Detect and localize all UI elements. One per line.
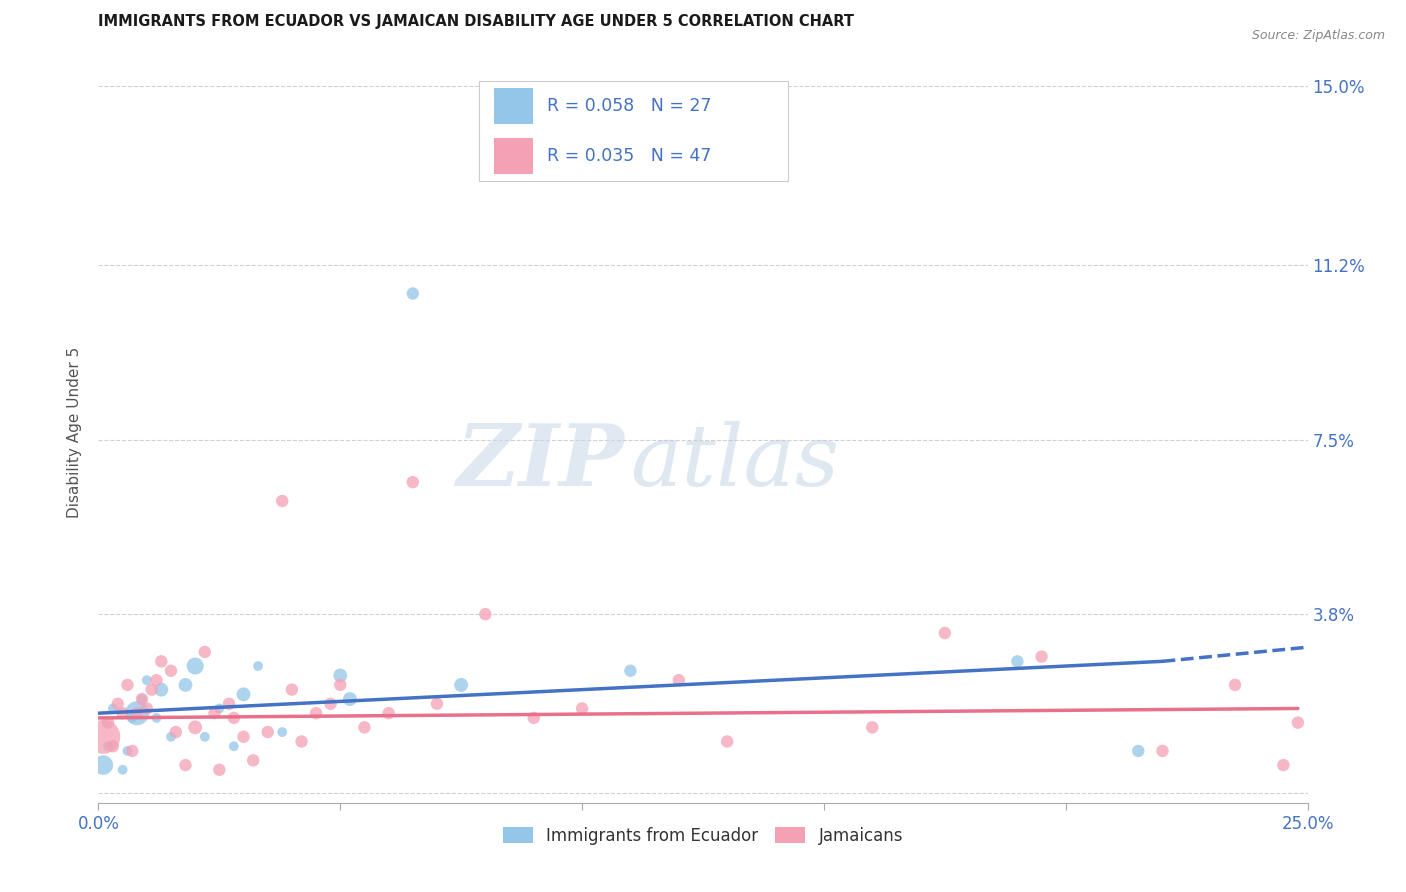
Point: [121, 744, 143, 758]
Point: [716, 734, 738, 748]
Point: [474, 607, 496, 622]
Point: [290, 734, 312, 748]
Point: [256, 725, 278, 739]
Point: [426, 697, 449, 711]
Point: [97, 739, 120, 754]
Point: [222, 739, 245, 754]
Point: [91, 758, 114, 772]
Point: [208, 763, 231, 777]
Point: [208, 701, 231, 715]
Point: [160, 664, 183, 678]
Point: [117, 744, 139, 758]
Point: [165, 725, 187, 739]
Point: [131, 692, 153, 706]
FancyBboxPatch shape: [494, 138, 533, 174]
Point: [218, 697, 240, 711]
Point: [339, 692, 361, 706]
Point: [242, 753, 264, 767]
Point: [1031, 649, 1053, 664]
Point: [107, 697, 129, 711]
Point: [305, 706, 328, 721]
Point: [222, 711, 245, 725]
Point: [353, 720, 375, 734]
Point: [271, 494, 294, 508]
Point: [91, 730, 114, 744]
Point: [111, 763, 134, 777]
Point: [131, 692, 153, 706]
Point: [1152, 744, 1174, 758]
Point: [619, 664, 641, 678]
Point: [127, 706, 149, 721]
Point: [232, 687, 254, 701]
Point: [1223, 678, 1246, 692]
Point: [194, 645, 217, 659]
Point: [523, 711, 546, 725]
Point: [247, 659, 270, 673]
Point: [145, 673, 167, 688]
Point: [141, 682, 163, 697]
Point: [934, 626, 956, 640]
Point: [121, 711, 143, 725]
Y-axis label: Disability Age Under 5: Disability Age Under 5: [67, 347, 83, 518]
FancyBboxPatch shape: [494, 88, 533, 124]
Point: [117, 678, 139, 692]
Point: [1007, 654, 1029, 668]
Point: [135, 673, 157, 688]
Point: [571, 701, 593, 715]
Legend: Immigrants from Ecuador, Jamaicans: Immigrants from Ecuador, Jamaicans: [498, 822, 908, 850]
Point: [668, 673, 690, 688]
Point: [194, 730, 217, 744]
Point: [160, 730, 183, 744]
Point: [1286, 715, 1309, 730]
FancyBboxPatch shape: [479, 81, 787, 181]
Point: [111, 706, 134, 721]
Point: [204, 706, 226, 721]
Point: [377, 706, 399, 721]
Point: [281, 682, 304, 697]
Point: [101, 739, 124, 754]
Point: [1128, 744, 1150, 758]
Point: [174, 678, 197, 692]
Point: [271, 725, 294, 739]
Point: [127, 706, 149, 721]
Point: [150, 682, 173, 697]
Point: [860, 720, 883, 734]
Point: [174, 758, 197, 772]
Point: [150, 654, 173, 668]
Point: [101, 701, 124, 715]
Point: [184, 659, 207, 673]
Text: ZIP: ZIP: [457, 420, 624, 504]
Point: [450, 678, 472, 692]
Text: Source: ZipAtlas.com: Source: ZipAtlas.com: [1251, 29, 1385, 42]
Point: [145, 711, 167, 725]
Point: [1272, 758, 1295, 772]
Point: [319, 697, 342, 711]
Point: [135, 701, 157, 715]
Point: [97, 715, 120, 730]
Text: R = 0.058   N = 27: R = 0.058 N = 27: [547, 97, 711, 115]
Point: [329, 668, 352, 682]
Point: [232, 730, 254, 744]
Point: [402, 286, 425, 301]
Text: R = 0.035   N = 47: R = 0.035 N = 47: [547, 147, 711, 165]
Text: atlas: atlas: [630, 421, 839, 504]
Point: [402, 475, 425, 490]
Point: [329, 678, 352, 692]
Text: IMMIGRANTS FROM ECUADOR VS JAMAICAN DISABILITY AGE UNDER 5 CORRELATION CHART: IMMIGRANTS FROM ECUADOR VS JAMAICAN DISA…: [98, 14, 855, 29]
Point: [184, 720, 207, 734]
